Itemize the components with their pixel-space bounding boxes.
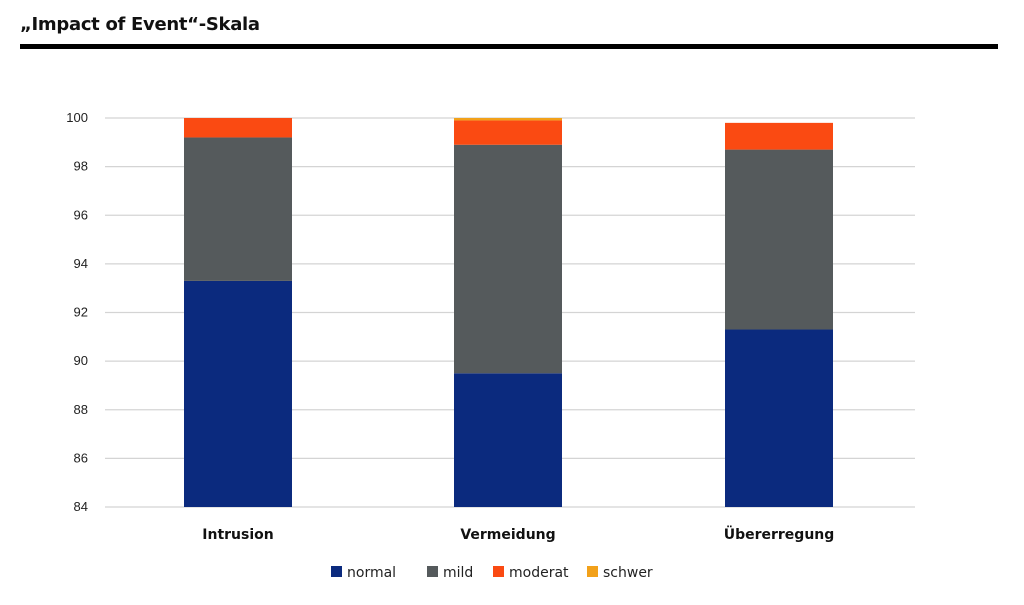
legend: normal mild moderat schwer — [331, 565, 653, 581]
legend-swatch-mild — [427, 566, 438, 577]
bar-segment-mild-1 — [454, 144, 562, 374]
bar-segment-moderat-1 — [454, 120, 562, 145]
y-tick-label: 86 — [74, 450, 88, 465]
y-tick-label: 88 — [74, 402, 88, 417]
slide-title: „Impact of Event“-Skala — [20, 14, 260, 35]
y-tick-label: 98 — [74, 159, 88, 174]
legend-label-normal: normal — [347, 565, 396, 581]
bar-segment-normal-1 — [454, 373, 562, 507]
y-tick-label: 92 — [74, 305, 88, 320]
x-category-label: Vermeidung — [460, 527, 555, 543]
x-category-label: Intrusion — [202, 527, 273, 543]
y-tick-label: 94 — [74, 256, 88, 271]
bar-segment-moderat-2 — [725, 122, 833, 150]
bars — [184, 118, 833, 507]
bar-segment-normal-0 — [184, 280, 292, 507]
bar-segment-schwer-1 — [454, 118, 562, 121]
bar-segment-mild-0 — [184, 137, 292, 281]
y-tick-label: 96 — [74, 207, 88, 222]
legend-swatch-moderat — [493, 566, 504, 577]
bar-segment-mild-2 — [725, 149, 833, 330]
legend-swatch-normal — [331, 566, 342, 577]
legend-swatch-schwer — [587, 566, 598, 577]
y-tick-label: 100 — [66, 110, 88, 125]
legend-label-mild: mild — [443, 565, 473, 581]
legend-label-moderat: moderat — [509, 565, 569, 581]
bar-segment-normal-2 — [725, 329, 833, 507]
axis-labels: 84 86 88 90 92 94 96 98 100 Intrusion Vermeidung Üb… — [66, 110, 834, 543]
y-tick-label: 84 — [74, 499, 88, 514]
title-divider — [20, 44, 998, 49]
y-tick-label: 90 — [74, 353, 88, 368]
x-category-label: Übererregung — [724, 525, 835, 543]
bar-segment-moderat-0 — [184, 118, 292, 138]
legend-label-schwer: schwer — [603, 565, 653, 581]
